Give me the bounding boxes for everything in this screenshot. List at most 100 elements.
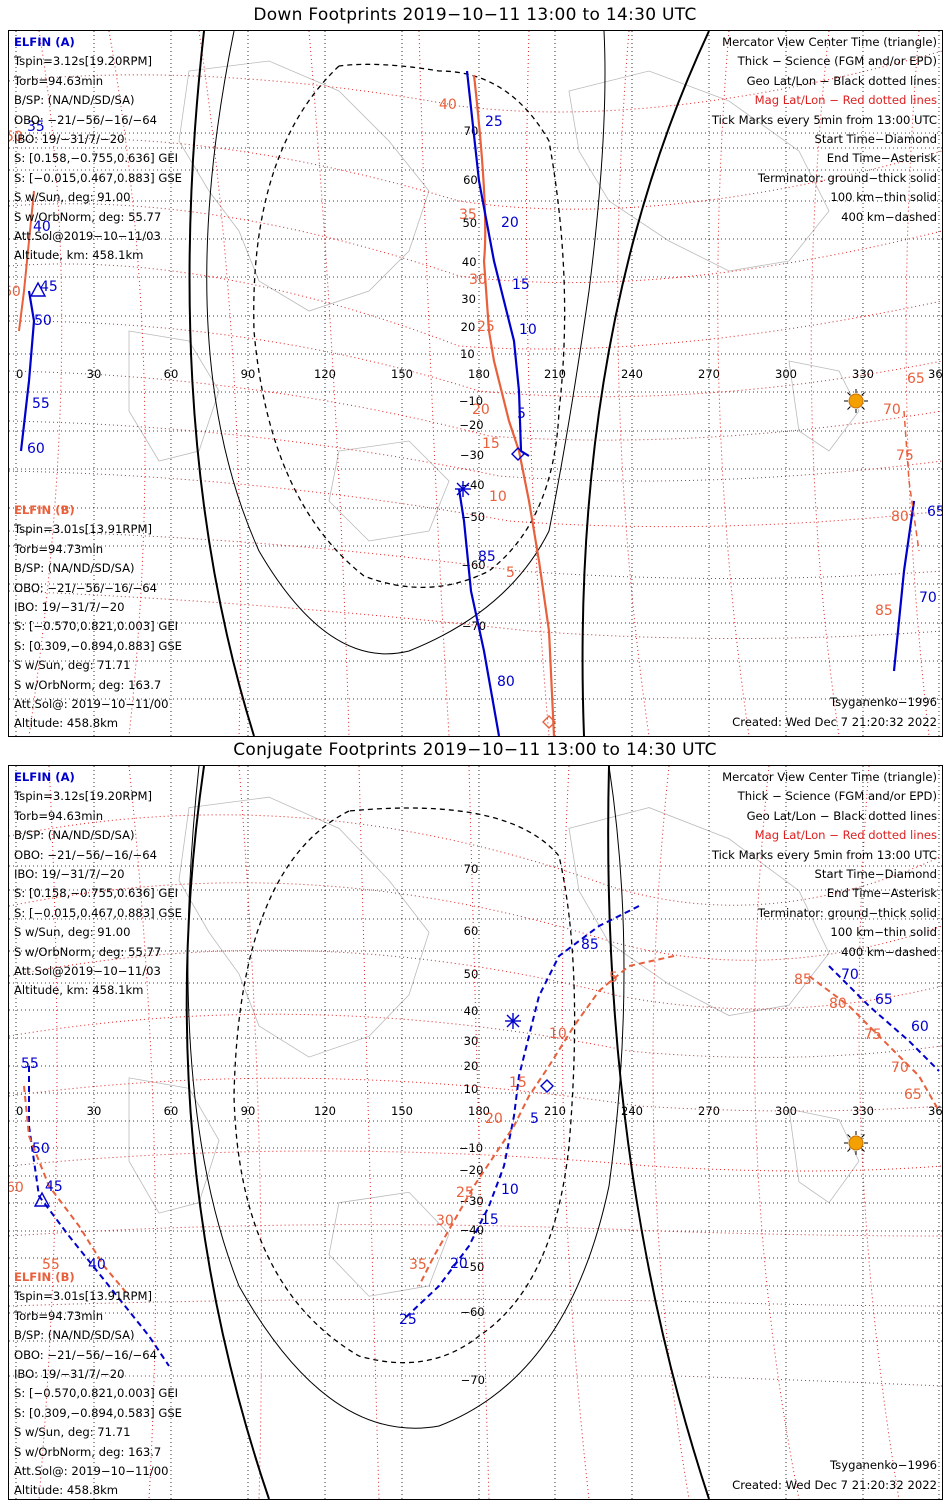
legend-line: Mercator View Center Time (triangle)	[722, 770, 937, 784]
longitude-label: 150	[391, 367, 413, 381]
mag-latitude-line	[9, 882, 942, 961]
info-line: B/SP: (NA/ND/SD/SA)	[14, 561, 135, 576]
info-line: S w/Sun, deg: 91.00	[14, 925, 131, 940]
legend-line: End Time−Asterisk	[826, 151, 937, 166]
satellite-name: ELFIN (B)	[14, 1270, 75, 1284]
latitude-label: −30	[459, 1194, 483, 1208]
elfin-b-info: ELFIN (B) Tspin=3.01s[13.91RPM] Torb=94.73…	[14, 501, 182, 734]
mag-longitude-line	[561, 766, 590, 1499]
info-line: S: [0.158,−0.755,0.636] GEI	[14, 151, 179, 166]
info-line: Tspin=3.01s[13.91RPM]	[14, 1289, 152, 1304]
legend-line: Start Time−Diamond	[814, 867, 937, 882]
elfin-a-info: ELFIN (A) Tspin=3.12s[19.20RPM] Torb=94.63…	[14, 33, 182, 266]
sun-icon	[844, 389, 868, 413]
elfin-b-tick-label: 25	[456, 1185, 474, 1201]
latitude-label: −20	[459, 418, 483, 432]
info-line: OBO: −21/−56/−16/−64	[14, 580, 157, 595]
elfin-b-tick-label: 50	[9, 129, 23, 145]
info-line: Altitude, km: 458.1km	[14, 983, 144, 998]
sun-icon	[844, 1131, 868, 1155]
mag-latitude-line	[9, 320, 942, 398]
terminator-100km	[206, 31, 606, 655]
mag-latitude-line	[9, 949, 942, 1010]
legend-line: Thick − Science (FGM and/or EPD)	[737, 54, 937, 69]
info-line: Tspin=3.12s[19.20RPM]	[14, 789, 152, 804]
longitude-label: 360	[928, 1104, 942, 1118]
map-frame: 0 30 60 90 120 150 180 210 240 270 300 330 360 70 60 50…	[8, 30, 943, 737]
elfin-a-tick-label: 65	[875, 992, 893, 1008]
elfin-b-tick-label: 65	[904, 1087, 922, 1103]
sun-ray	[861, 1148, 865, 1152]
longitude-label: 180	[468, 1104, 490, 1118]
mag-longitude-line	[810, 31, 840, 736]
legend: Mercator View Center Time (triangle) Thic…	[712, 768, 937, 962]
elfin-a-tick-label: 35	[27, 119, 45, 135]
satellite-name: ELFIN (A)	[14, 35, 75, 49]
longitude-label: 330	[852, 1104, 874, 1118]
model-label: Tsyganenko−1996	[830, 1458, 937, 1472]
mag-longitude-line	[526, 31, 550, 736]
elfin-a-tick-label: 10	[501, 1182, 519, 1198]
legend-line: Mercator View Center Time (triangle)	[722, 35, 937, 49]
elfin-a-tick-label: 70	[841, 967, 859, 983]
elfin-a-tick-label: 20	[450, 1256, 468, 1272]
info-line: Torb=94.73min	[14, 541, 104, 556]
latitude-label: 20	[464, 1059, 479, 1073]
terminator-ground	[581, 31, 710, 736]
satellite-name: ELFIN (B)	[14, 503, 75, 517]
elfin-a-tick-label: 55	[21, 1056, 39, 1072]
elfin-a-tick-label: 25	[399, 1312, 417, 1328]
elfin-b-tick-label: 60	[9, 1180, 24, 1196]
info-line: Att.Sol@2019−10−11/03	[14, 229, 161, 244]
mag-latitude-line	[9, 50, 942, 113]
latitude-label: 70	[464, 124, 479, 138]
elfin-b-down-track-east	[903, 410, 920, 552]
mag-longitude-line	[308, 31, 350, 736]
info-line: S: [0.158,−0.755,0.636] GEI	[14, 886, 179, 901]
longitude-label: 60	[164, 367, 179, 381]
elfin-b-tick-label: 25	[477, 319, 495, 335]
mag-latitude-line	[9, 1150, 942, 1172]
elfin-a-tick-label: 80	[497, 674, 515, 690]
info-line: IBO: 19/−31/7/−20	[14, 132, 125, 147]
elfin-b-tick-label: 5	[506, 565, 515, 581]
latitude-label: 50	[464, 967, 479, 981]
elfin-a-tick-label: 60	[27, 441, 45, 457]
terminator-ground	[188, 31, 255, 736]
mercator-map: 0 30 60 90 120 150 180 210 240 270 300 330 360 70 60 50…	[9, 31, 942, 736]
elfin-a-tick-label: 40	[88, 1257, 106, 1273]
longitude-label: 210	[544, 1104, 566, 1118]
legend-line: Start Time−Diamond	[814, 132, 937, 147]
info-line: B/SP: (NA/ND/SD/SA)	[14, 1328, 135, 1343]
longitude-label: 300	[775, 1104, 797, 1118]
sun-ray	[847, 406, 851, 410]
info-line: Altitude, km: 458.1km	[14, 248, 144, 263]
sun-icon	[848, 1135, 864, 1151]
latitude-label: −10	[459, 1141, 483, 1155]
legend-line: Geo Lat/Lon − Black dotted lines	[746, 73, 937, 88]
end-time-asterisk	[455, 481, 471, 497]
legend-line: Tick Marks every 5min from 13:00 UTC	[711, 847, 937, 862]
elfin-a-down-track-west	[19, 290, 36, 452]
mag-latitude-line	[9, 1077, 942, 1112]
info-line: S: [0.309,−0.894,0.583] GSE	[14, 1405, 183, 1420]
sun-ray	[847, 1134, 851, 1138]
mag-longitude-line	[905, 31, 930, 736]
longitude-label: 360	[928, 367, 942, 381]
created-label: Created: Wed Dec 7 21:20:32 2022	[732, 715, 937, 729]
mag-latitude-line	[9, 1298, 942, 1307]
elfin-a-tick-label: 50	[32, 1141, 50, 1157]
legend-line: Thick − Science (FGM and/or EPD)	[737, 789, 937, 804]
center-time-triangle	[29, 281, 47, 297]
model-label: Tsyganenko−1996	[830, 695, 937, 709]
sun-ray	[861, 1134, 865, 1138]
elfin-b-tick-label: 10	[549, 1026, 567, 1042]
elfin-b-conj-track	[418, 955, 675, 1287]
info-line: Tspin=3.12s[19.20RPM]	[14, 54, 152, 69]
legend-line: Terminator: ground−thick solid	[757, 170, 937, 185]
elfin-b-conj-track-west	[23, 1085, 130, 1297]
legend-line: Geo Lat/Lon − Black dotted lines	[746, 808, 937, 823]
elfin-a-tick-label: 60	[911, 1019, 929, 1035]
longitude-label: 330	[852, 367, 874, 381]
longitude-label: 270	[698, 367, 720, 381]
